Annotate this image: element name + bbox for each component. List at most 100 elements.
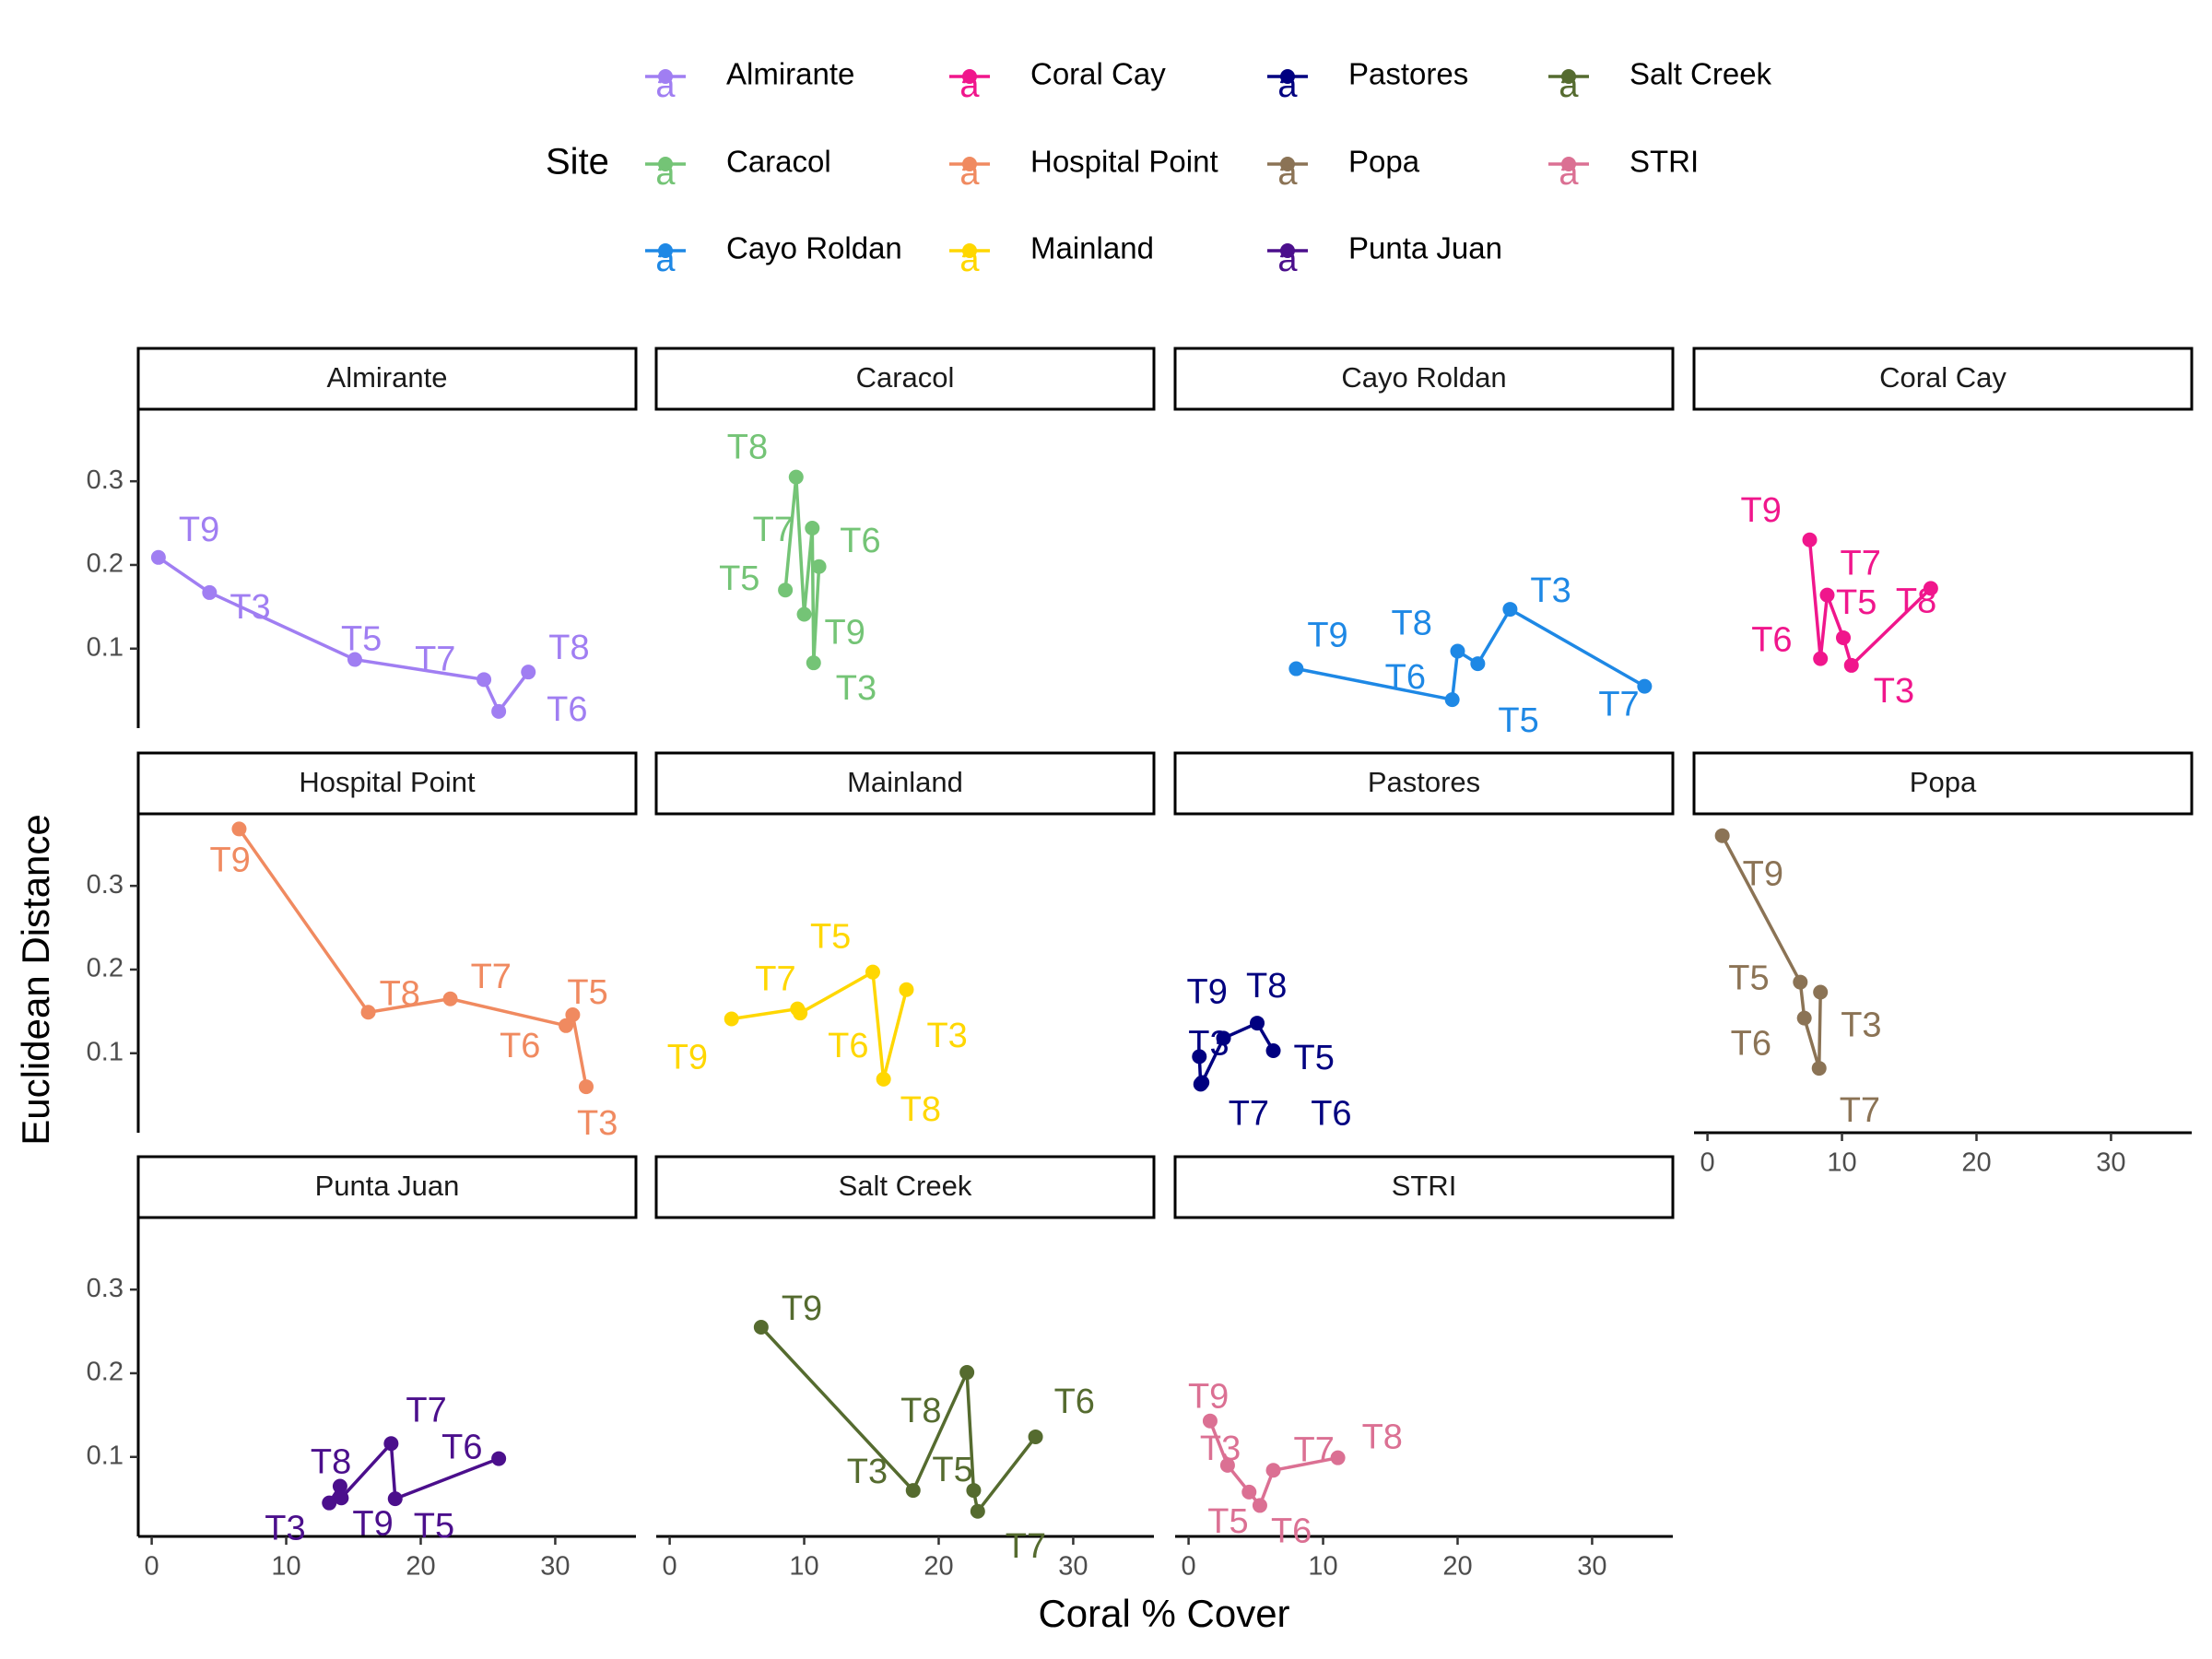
point-label: T8 bbox=[548, 629, 589, 667]
point-label: T7 bbox=[1294, 1430, 1335, 1469]
data-point bbox=[1793, 974, 1808, 990]
facet-panel-popa: Popa 0 10 20 30 T9 T5 T6 T7 T3 bbox=[1692, 751, 2194, 1178]
data-point bbox=[1330, 1450, 1346, 1465]
data-point bbox=[1502, 602, 1518, 618]
facet-panel-almirante: Almirante 0.1 0.2 0.3 T9 T3 T5 T7 T6 T8 bbox=[87, 347, 638, 729]
legend-label: Mainland bbox=[1030, 231, 1154, 265]
x-tick-label: 20 bbox=[406, 1552, 435, 1582]
facet-strip-label: Mainland bbox=[847, 766, 963, 798]
legend-key-glyph: a bbox=[655, 241, 676, 279]
x-tick-label: 0 bbox=[663, 1552, 677, 1582]
point-label: T7 bbox=[1598, 686, 1639, 724]
data-point bbox=[347, 652, 362, 667]
point-label: T5 bbox=[810, 918, 851, 957]
y-axis-title: Euclidean Distance bbox=[14, 814, 57, 1146]
data-point bbox=[559, 1018, 574, 1033]
x-tick-label: 10 bbox=[1827, 1148, 1856, 1178]
point-label: T9 bbox=[179, 511, 219, 549]
legend-label: STRI bbox=[1630, 145, 1699, 179]
point-label: T6 bbox=[441, 1429, 482, 1467]
point-label: T6 bbox=[1731, 1025, 1771, 1064]
data-point bbox=[1813, 651, 1829, 666]
legend-item-salt-creek: a Salt Creek bbox=[1548, 57, 1772, 105]
facet-strip bbox=[654, 751, 1156, 816]
point-label: T3 bbox=[1841, 1006, 1881, 1045]
x-tick-label: 30 bbox=[1058, 1552, 1088, 1582]
facet-strip bbox=[136, 1155, 638, 1219]
data-point bbox=[477, 672, 492, 688]
point-label: T9 bbox=[782, 1289, 822, 1328]
point-label: T5 bbox=[567, 973, 607, 1012]
y-tick-label: 0.1 bbox=[87, 1441, 124, 1470]
data-point bbox=[811, 559, 827, 574]
legend-key-point bbox=[1280, 157, 1295, 171]
point-label: T6 bbox=[500, 1027, 540, 1065]
point-label: T8 bbox=[1246, 967, 1287, 1006]
data-point bbox=[970, 1503, 985, 1519]
legend-key-point bbox=[658, 157, 673, 171]
point-label: T3 bbox=[1200, 1430, 1241, 1468]
y-tick-label: 0.1 bbox=[87, 632, 124, 662]
facet-strip-label: Punta Juan bbox=[315, 1170, 460, 1202]
y-tick-label: 0.3 bbox=[87, 1274, 124, 1303]
series-line bbox=[759, 1325, 1037, 1515]
data-point bbox=[778, 582, 794, 598]
legend-key-glyph: a bbox=[655, 66, 676, 105]
data-point bbox=[805, 521, 820, 536]
legend-item-caracol: a Caracol bbox=[645, 145, 831, 193]
point-label: T3 bbox=[847, 1453, 888, 1491]
data-point bbox=[1265, 1043, 1281, 1059]
facet-panel-salt-creek: Salt Creek 0 10 20 30 T9 T3 T8 T5 T7 T6 bbox=[654, 1155, 1156, 1582]
legend-key-point bbox=[1280, 243, 1295, 258]
data-point bbox=[1252, 1498, 1267, 1513]
data-point bbox=[1714, 828, 1730, 843]
series-line bbox=[157, 556, 530, 715]
data-point bbox=[1219, 1457, 1235, 1473]
y-tick-label: 0.2 bbox=[87, 954, 124, 983]
point-label: T9 bbox=[209, 841, 250, 879]
data-point bbox=[899, 982, 914, 997]
data-point bbox=[959, 1365, 975, 1381]
data-point bbox=[1444, 692, 1460, 708]
data-point bbox=[1194, 1075, 1210, 1090]
point-label: T3 bbox=[926, 1017, 967, 1055]
legend-item-coral-cay: a Coral Cay bbox=[949, 57, 1166, 105]
point-label: T3 bbox=[1188, 1024, 1229, 1063]
point-label: T6 bbox=[1271, 1512, 1312, 1550]
data-point bbox=[1819, 587, 1835, 603]
facet-strip bbox=[1692, 751, 2194, 816]
point-label: T9 bbox=[1187, 972, 1228, 1011]
point-label: T7 bbox=[1229, 1094, 1269, 1133]
legend-key-point bbox=[962, 243, 977, 258]
data-point bbox=[865, 964, 880, 980]
data-point bbox=[322, 1495, 337, 1511]
legend-key-glyph: a bbox=[1277, 66, 1298, 105]
data-point bbox=[521, 665, 536, 680]
point-label: T6 bbox=[1311, 1095, 1351, 1134]
point-label: T5 bbox=[1836, 583, 1877, 622]
point-label: T9 bbox=[1307, 617, 1347, 655]
point-label: T3 bbox=[1530, 571, 1571, 610]
legend-label: Popa bbox=[1348, 145, 1420, 179]
y-tick-label: 0.2 bbox=[87, 549, 124, 579]
point-label: T3 bbox=[229, 588, 270, 627]
point-label: T7 bbox=[755, 960, 795, 999]
facet-strip bbox=[136, 347, 638, 411]
data-point bbox=[150, 549, 166, 565]
legend-key-glyph: a bbox=[1277, 154, 1298, 193]
facet-strip bbox=[1692, 347, 2194, 411]
data-point bbox=[579, 1079, 594, 1095]
data-point bbox=[1192, 1049, 1207, 1065]
legend-item-stri: a STRI bbox=[1548, 145, 1699, 193]
point-label: T6 bbox=[1054, 1382, 1095, 1421]
point-label: T5 bbox=[1207, 1502, 1248, 1541]
point-label: T7 bbox=[1840, 1091, 1880, 1130]
point-label: T8 bbox=[900, 1090, 941, 1129]
series-line bbox=[1296, 606, 1646, 702]
legend-key-glyph: a bbox=[655, 154, 676, 193]
facet-strip-label: Cayo Roldan bbox=[1341, 361, 1506, 394]
x-tick-label: 10 bbox=[271, 1552, 300, 1582]
facet-panel-hospital-point: Hospital Point 0.1 0.2 0.3 T9 T8 T7 T6 T5 T3 bbox=[87, 751, 638, 1143]
facet-strip bbox=[1173, 751, 1675, 816]
point-label: T9 bbox=[1188, 1378, 1229, 1417]
